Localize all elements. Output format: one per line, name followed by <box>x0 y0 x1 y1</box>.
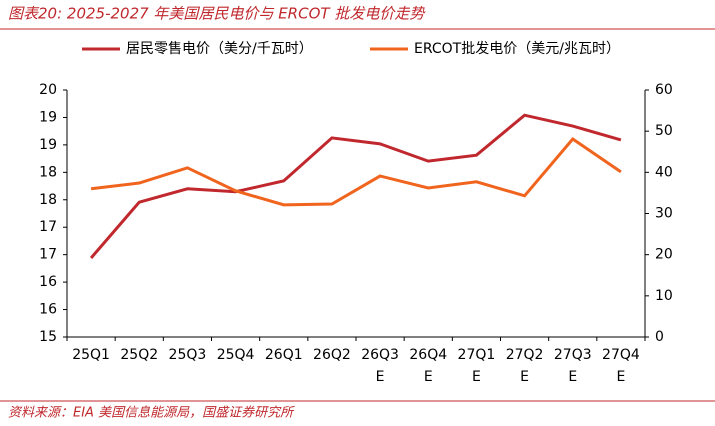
x-tick-label: 25Q3 <box>168 347 207 363</box>
x-tick-label: 26Q4 E <box>409 347 448 385</box>
y-tick-label: 18 <box>39 192 57 208</box>
series-line <box>89 113 622 259</box>
x-tick-label: 27Q4 E <box>602 347 640 385</box>
y2-tick-label: 20 <box>655 247 673 263</box>
y-tick-label: 19 <box>39 137 57 153</box>
y-tick-label: 18 <box>39 164 57 180</box>
y-tick-label: 19 <box>39 109 57 125</box>
chart-title: 图表20: 2025-2027 年美国居民电价与 ERCOT 批发电价走势 <box>8 5 426 23</box>
y2-tick-label: 0 <box>655 329 664 345</box>
y-tick-label: 15 <box>39 329 57 345</box>
y-tick-label: 17 <box>39 247 57 263</box>
legend-label: 居民零售电价（美分/千瓦时） <box>126 41 313 57</box>
x-tick-label: 25Q2 <box>120 347 159 363</box>
y2-tick-label: 10 <box>655 288 673 304</box>
x-tick-label: 27Q1 E <box>457 347 496 385</box>
y-tick-label: 16 <box>39 274 57 290</box>
x-tick-label: 27Q2 E <box>505 347 544 385</box>
y-tick-label: 16 <box>39 302 57 318</box>
x-tick-label: 25Q1 <box>72 347 110 363</box>
x-tick-label: 26Q3 E <box>361 347 399 385</box>
y2-tick-label: 50 <box>655 123 673 139</box>
x-tick-label: 25Q4 <box>216 347 255 363</box>
y2-tick-label: 30 <box>655 206 673 222</box>
source: 资料来源：EIA 美国信息能源局，国盛证券研究所 <box>8 405 295 421</box>
x-tick-label: 26Q1 <box>264 347 303 363</box>
series-line <box>90 136 622 207</box>
legend-label: ERCOT批发电价（美元/兆瓦时） <box>414 41 620 57</box>
y-tick-label: 17 <box>39 219 57 235</box>
y2-tick-label: 40 <box>655 164 673 180</box>
y-tick-label: 20 <box>39 82 57 98</box>
x-tick-label: 26Q2 <box>313 347 351 363</box>
y2-tick-label: 60 <box>655 82 673 98</box>
x-tick-label: 27Q3 E <box>553 347 592 385</box>
